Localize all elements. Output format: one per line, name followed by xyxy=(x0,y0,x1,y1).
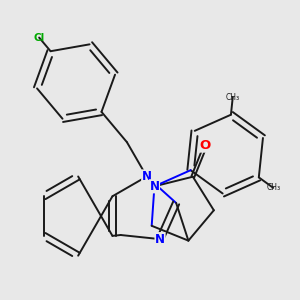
Text: O: O xyxy=(200,139,211,152)
Text: CH₃: CH₃ xyxy=(226,92,240,101)
Text: CH₃: CH₃ xyxy=(266,183,280,192)
Text: N: N xyxy=(142,170,152,183)
Text: Cl: Cl xyxy=(34,33,45,43)
Text: N: N xyxy=(149,180,159,193)
Text: N: N xyxy=(155,232,165,246)
